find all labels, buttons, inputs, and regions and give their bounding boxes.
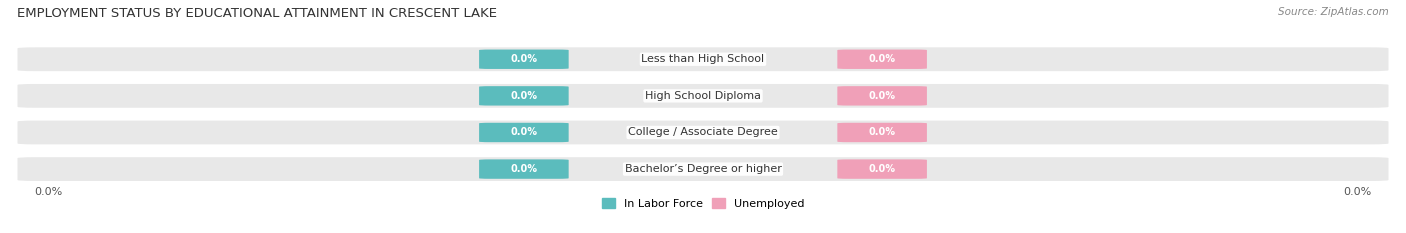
FancyBboxPatch shape	[479, 50, 568, 69]
Text: 0.0%: 0.0%	[869, 164, 896, 174]
FancyBboxPatch shape	[479, 159, 568, 179]
FancyBboxPatch shape	[17, 157, 1389, 181]
FancyBboxPatch shape	[838, 86, 927, 106]
Text: 0.0%: 0.0%	[510, 54, 537, 64]
Text: 0.0%: 0.0%	[35, 187, 63, 197]
Text: Bachelor’s Degree or higher: Bachelor’s Degree or higher	[624, 164, 782, 174]
FancyBboxPatch shape	[17, 47, 1389, 71]
Text: 0.0%: 0.0%	[510, 91, 537, 101]
Text: 0.0%: 0.0%	[869, 54, 896, 64]
FancyBboxPatch shape	[838, 123, 927, 142]
Text: 0.0%: 0.0%	[510, 164, 537, 174]
Text: Source: ZipAtlas.com: Source: ZipAtlas.com	[1278, 7, 1389, 17]
Legend: In Labor Force, Unemployed: In Labor Force, Unemployed	[598, 194, 808, 213]
FancyBboxPatch shape	[838, 50, 927, 69]
FancyBboxPatch shape	[479, 123, 568, 142]
Text: High School Diploma: High School Diploma	[645, 91, 761, 101]
Text: 0.0%: 0.0%	[869, 91, 896, 101]
FancyBboxPatch shape	[479, 86, 568, 106]
Text: EMPLOYMENT STATUS BY EDUCATIONAL ATTAINMENT IN CRESCENT LAKE: EMPLOYMENT STATUS BY EDUCATIONAL ATTAINM…	[17, 7, 496, 20]
Text: 0.0%: 0.0%	[510, 127, 537, 137]
FancyBboxPatch shape	[17, 121, 1389, 144]
FancyBboxPatch shape	[17, 84, 1389, 108]
Text: College / Associate Degree: College / Associate Degree	[628, 127, 778, 137]
Text: Less than High School: Less than High School	[641, 54, 765, 64]
Text: 0.0%: 0.0%	[1343, 187, 1371, 197]
FancyBboxPatch shape	[838, 159, 927, 179]
Text: 0.0%: 0.0%	[869, 127, 896, 137]
